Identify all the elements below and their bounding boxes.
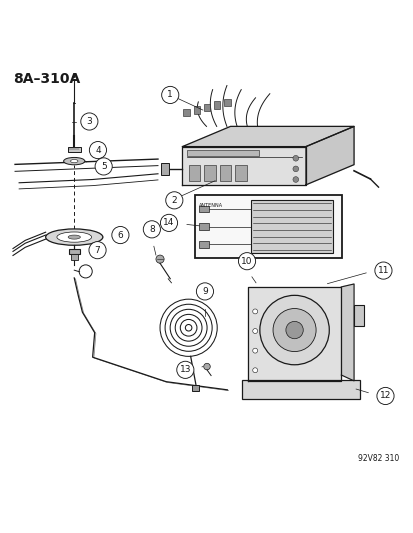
FancyBboxPatch shape [219, 165, 230, 181]
FancyBboxPatch shape [241, 379, 359, 399]
Circle shape [374, 262, 391, 279]
Circle shape [376, 387, 393, 405]
Circle shape [89, 142, 106, 159]
FancyBboxPatch shape [204, 165, 215, 181]
Text: 12: 12 [379, 391, 390, 400]
FancyBboxPatch shape [183, 109, 190, 116]
Text: 7: 7 [95, 246, 100, 255]
Circle shape [156, 255, 164, 263]
FancyBboxPatch shape [194, 195, 341, 259]
Circle shape [252, 368, 257, 373]
Text: 13: 13 [179, 365, 191, 374]
Text: 9: 9 [202, 287, 207, 296]
Text: 2: 2 [171, 196, 177, 205]
FancyBboxPatch shape [193, 107, 199, 114]
FancyBboxPatch shape [223, 99, 230, 107]
Text: 8: 8 [149, 225, 154, 234]
FancyBboxPatch shape [68, 147, 81, 152]
Circle shape [203, 364, 210, 370]
Ellipse shape [64, 157, 85, 165]
FancyBboxPatch shape [203, 104, 210, 111]
Circle shape [176, 361, 193, 378]
Circle shape [95, 158, 112, 175]
FancyBboxPatch shape [198, 206, 209, 212]
FancyBboxPatch shape [353, 304, 363, 326]
FancyBboxPatch shape [188, 165, 199, 181]
Polygon shape [182, 147, 305, 185]
Circle shape [73, 75, 75, 78]
FancyBboxPatch shape [198, 223, 209, 230]
Ellipse shape [57, 232, 91, 242]
Circle shape [160, 214, 177, 231]
Text: 1: 1 [167, 91, 173, 100]
Circle shape [89, 241, 106, 259]
FancyBboxPatch shape [191, 385, 199, 391]
Text: 3: 3 [86, 117, 92, 126]
Text: 8A–310A: 8A–310A [13, 71, 80, 86]
Circle shape [112, 227, 129, 244]
Polygon shape [182, 126, 353, 147]
FancyBboxPatch shape [198, 241, 209, 248]
Circle shape [292, 166, 298, 172]
Polygon shape [305, 126, 353, 185]
FancyBboxPatch shape [161, 163, 168, 175]
Circle shape [252, 328, 257, 334]
Circle shape [161, 86, 178, 103]
Circle shape [285, 321, 302, 339]
Text: 10: 10 [241, 257, 252, 265]
Circle shape [81, 113, 98, 130]
Ellipse shape [45, 229, 102, 245]
FancyBboxPatch shape [186, 150, 258, 156]
Text: 5: 5 [100, 162, 106, 171]
Circle shape [259, 295, 328, 365]
Text: ANTENNA: ANTENNA [198, 203, 223, 208]
FancyBboxPatch shape [214, 101, 220, 109]
Circle shape [252, 309, 257, 314]
Circle shape [252, 348, 257, 353]
Ellipse shape [70, 159, 78, 163]
FancyBboxPatch shape [69, 248, 79, 254]
FancyBboxPatch shape [235, 165, 246, 181]
Text: 11: 11 [377, 266, 388, 275]
Circle shape [292, 176, 298, 182]
Polygon shape [340, 284, 353, 381]
Circle shape [196, 283, 213, 300]
Circle shape [165, 192, 183, 209]
Circle shape [143, 221, 160, 238]
Circle shape [292, 156, 298, 161]
Text: 92V82 310: 92V82 310 [357, 454, 398, 463]
FancyBboxPatch shape [250, 200, 332, 253]
FancyBboxPatch shape [71, 254, 77, 261]
Circle shape [238, 253, 255, 270]
Text: 14: 14 [163, 219, 174, 228]
Polygon shape [247, 287, 340, 381]
Text: 4: 4 [95, 146, 100, 155]
Circle shape [273, 309, 316, 352]
Ellipse shape [68, 235, 80, 239]
Text: 6: 6 [117, 231, 123, 239]
